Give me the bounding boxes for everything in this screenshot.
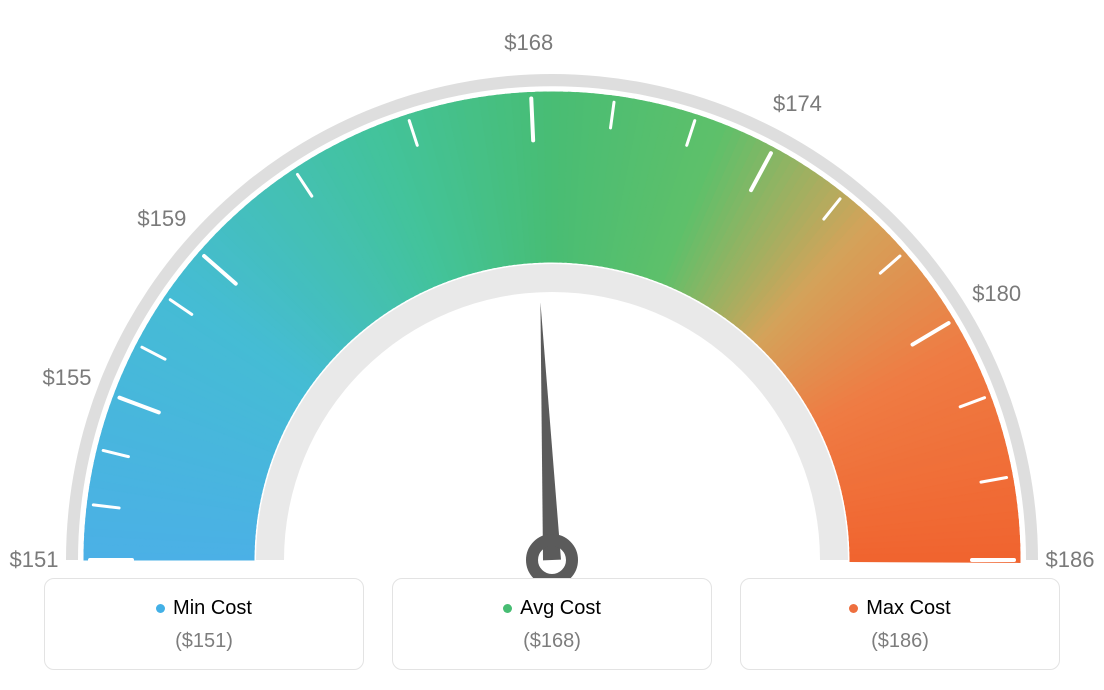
gauge-tick-label: $180	[972, 281, 1021, 307]
legend-card-max: Max Cost ($186)	[740, 578, 1060, 670]
gauge-tick-label: $174	[773, 91, 822, 117]
gauge-tick-label: $168	[504, 30, 553, 56]
gauge-tick-label: $159	[137, 206, 186, 232]
legend-title-min: Min Cost	[156, 597, 252, 620]
dot-icon	[156, 604, 165, 613]
legend-value: ($186)	[751, 630, 1049, 653]
legend-label: Avg Cost	[520, 597, 601, 620]
legend-row: Min Cost ($151) Avg Cost ($168) Max Cost…	[0, 578, 1104, 670]
dot-icon	[849, 604, 858, 613]
gauge-svg	[0, 20, 1104, 580]
legend-value: ($151)	[55, 630, 353, 653]
legend-card-avg: Avg Cost ($168)	[392, 578, 712, 670]
dot-icon	[503, 604, 512, 613]
legend-label: Max Cost	[866, 597, 950, 620]
legend-title-avg: Avg Cost	[503, 597, 601, 620]
legend-title-max: Max Cost	[849, 597, 950, 620]
legend-label: Min Cost	[173, 597, 252, 620]
gauge-tick-label: $186	[1046, 547, 1095, 573]
legend-value: ($168)	[403, 630, 701, 653]
legend-card-min: Min Cost ($151)	[44, 578, 364, 670]
gauge-chart: $151$155$159$168$174$180$186	[0, 0, 1104, 560]
gauge-tick-label: $155	[43, 365, 92, 391]
gauge-tick-label: $151	[10, 547, 59, 573]
